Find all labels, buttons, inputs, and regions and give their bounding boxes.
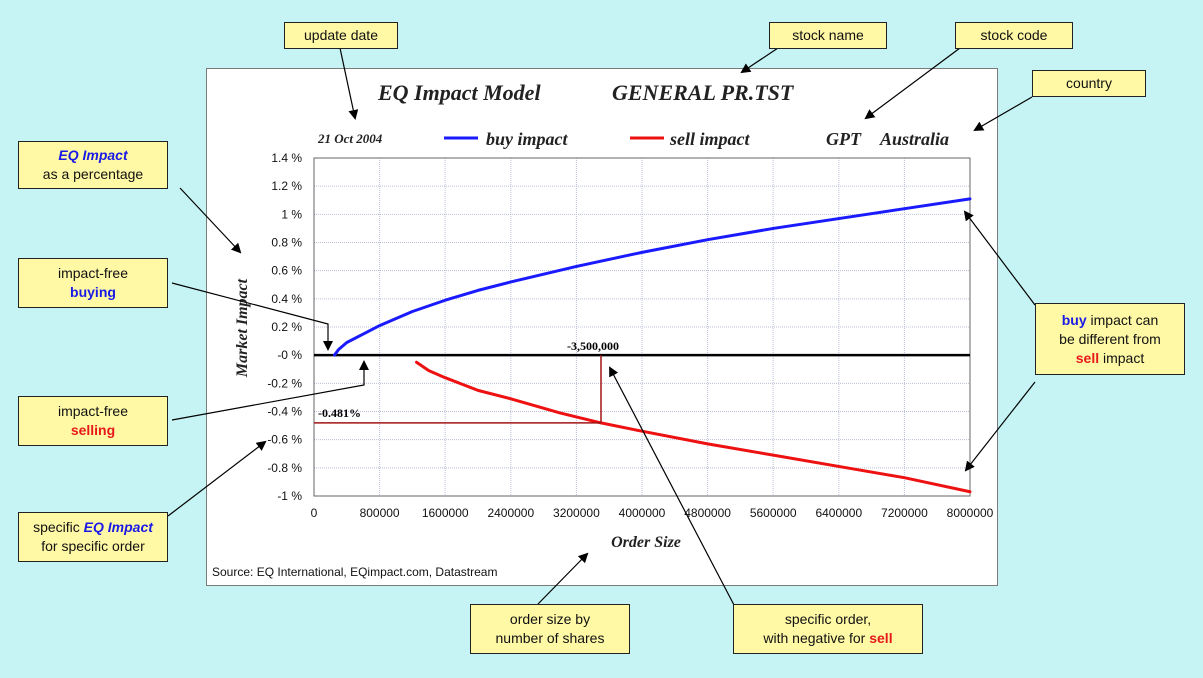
callout-order-size-line1: order size by xyxy=(509,611,591,627)
y-tick-label: 1.4 % xyxy=(271,151,302,165)
arrow-buy-diff-up xyxy=(963,210,1036,306)
y-tick-label: 0.6 % xyxy=(271,264,302,278)
callout-order-size: order size by number of shares xyxy=(470,604,630,654)
arrow-update-date xyxy=(339,47,359,120)
y-tick-label: -0.4 % xyxy=(267,405,302,419)
y-tick-label: -0.6 % xyxy=(267,433,302,447)
callout-selling-line2: selling xyxy=(70,422,116,438)
x-tick-label: 8000000 xyxy=(947,506,994,520)
y-tick-label: -1 % xyxy=(277,489,302,503)
x-tick-label: 5600000 xyxy=(750,506,797,520)
y-tick-label: -0 % xyxy=(277,348,302,362)
x-tick-label: 0 xyxy=(311,506,318,520)
callout-buy-diff-1: buy xyxy=(1061,311,1087,328)
callout-specific-order-line1: specific order, xyxy=(784,611,872,627)
arrow-buy-diff-down xyxy=(964,381,1036,472)
callout-order-size-line2: number of shares xyxy=(495,630,605,646)
arrow-order-size xyxy=(537,552,589,605)
callout-country-text: country xyxy=(1066,75,1112,91)
x-tick-label: 7200000 xyxy=(881,506,928,520)
callout-buy-diff-2: impact can xyxy=(1090,311,1159,328)
callout-update-date-text: update date xyxy=(304,27,378,43)
y-tick-label: 0.2 % xyxy=(271,320,302,334)
callout-specific-order-line2b: sell xyxy=(869,630,893,646)
country-label: Australia xyxy=(879,129,949,149)
arrow-stock-code xyxy=(864,47,961,120)
arrow-stock-name xyxy=(740,47,779,74)
x-tick-label: 3200000 xyxy=(553,506,600,520)
y-tick-label: 1.2 % xyxy=(271,179,302,193)
callout-stock-code: stock code xyxy=(955,22,1073,49)
x-tick-label: 800000 xyxy=(360,506,400,520)
callout-specific-line1b: EQ Impact xyxy=(83,519,153,535)
callout-update-date: update date xyxy=(284,22,398,49)
callout-stock-name-text: stock name xyxy=(792,27,864,43)
chart-date: 21 Oct 2004 xyxy=(317,131,383,146)
chart-title-right: GENERAL PR.TST xyxy=(612,80,795,105)
arrow-eq-impact xyxy=(179,187,242,254)
callout-buying-line1: impact-free xyxy=(57,265,129,281)
y-tick-label: 0.8 % xyxy=(271,236,302,250)
callout-specific-eq-impact: specific EQ Impact for specific order xyxy=(18,512,168,562)
arrow-specific-eq xyxy=(167,440,267,517)
callout-buy-diff-4: sell xyxy=(1075,349,1100,366)
chart-title-left: EQ Impact Model xyxy=(377,80,541,105)
x-tick-label: 6400000 xyxy=(815,506,862,520)
arrow-impact-free-buying xyxy=(171,282,333,351)
y-tick-label: 1 % xyxy=(281,207,302,221)
legend-label-buy: buy impact xyxy=(486,129,568,149)
callout-selling-line1: impact-free xyxy=(57,403,129,419)
callout-eq-impact: EQ Impact as a percentage xyxy=(18,141,168,189)
stock-code-label: GPT xyxy=(826,129,862,149)
callout-specific-line1a: specific xyxy=(33,519,80,535)
callout-specific-order-line2a: with negative for xyxy=(763,630,866,646)
arrow-specific-order xyxy=(609,366,735,606)
legend-label-sell: sell impact xyxy=(669,129,750,149)
callout-buying-line2: buying xyxy=(70,284,116,300)
callout-buy-diff-3: be different from xyxy=(1059,330,1161,347)
x-tick-label: 4000000 xyxy=(619,506,666,520)
arrow-impact-free-selling xyxy=(171,360,369,421)
callout-impact-free-selling: impact-free selling xyxy=(18,396,168,446)
plot-frame xyxy=(313,157,971,497)
callout-specific-order: specific order, with negative for sell xyxy=(733,604,923,654)
callout-stock-code-text: stock code xyxy=(980,27,1048,43)
callout-impact-free-buying: impact-free buying xyxy=(18,258,168,308)
chart-source: Source: EQ International, EQimpact.com, … xyxy=(212,565,497,579)
callout-eq-impact-title: EQ Impact xyxy=(58,147,128,163)
x-axis-label: Order Size xyxy=(611,534,681,551)
y-axis-label: Market Impact xyxy=(234,278,251,378)
callout-specific-line2: for specific order xyxy=(41,538,145,554)
annotation-order-label: -3,500,000 xyxy=(567,339,619,353)
series-line-buy xyxy=(333,197,972,357)
callout-country: country xyxy=(1032,70,1146,97)
callout-eq-impact-sub: as a percentage xyxy=(42,166,144,182)
series-line-sell xyxy=(415,360,972,494)
arrow-country xyxy=(973,96,1033,132)
y-tick-label: 0.4 % xyxy=(271,292,302,306)
callout-buy-different: buy impact can be different from sell im… xyxy=(1035,303,1185,375)
y-tick-label: -0.2 % xyxy=(267,376,302,390)
annotation-impact-label: -0.481% xyxy=(318,406,361,420)
callout-stock-name: stock name xyxy=(769,22,887,49)
x-tick-label: 1600000 xyxy=(422,506,469,520)
callout-buy-diff-5: impact xyxy=(1103,349,1145,366)
x-tick-label: 4800000 xyxy=(684,506,731,520)
y-tick-label: -0.8 % xyxy=(267,461,302,475)
x-tick-label: 2400000 xyxy=(487,506,534,520)
